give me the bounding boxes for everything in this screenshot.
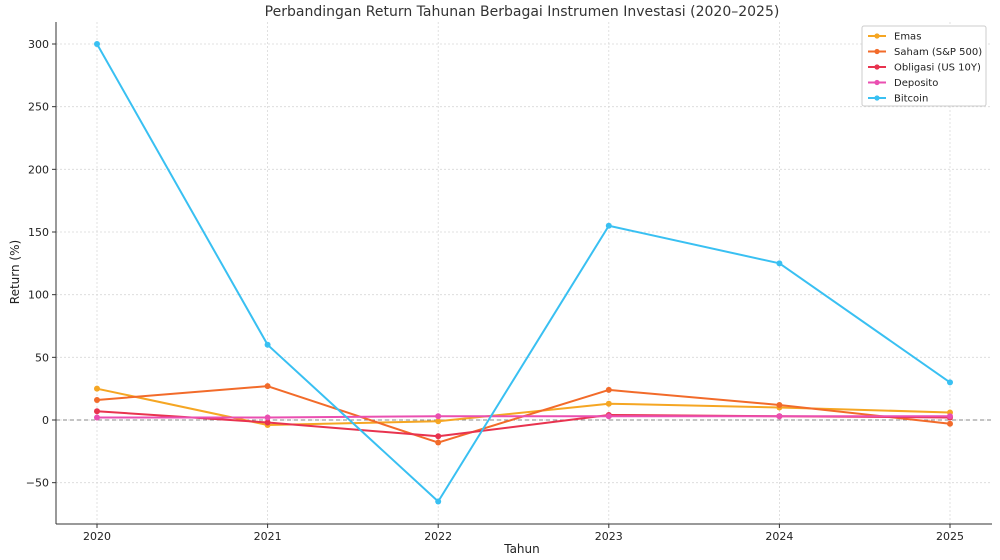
- data-point-saham-s-p-500: [94, 396, 100, 403]
- data-point-bitcoin: [435, 498, 442, 505]
- legend-label-deposito: Deposito: [894, 78, 938, 89]
- series-deposito: [94, 413, 953, 421]
- y-tick-label: 150: [28, 226, 49, 239]
- legend-marker-emas: [874, 33, 880, 39]
- x-tick-label: 2024: [765, 530, 793, 543]
- y-tick-label: 100: [28, 289, 49, 302]
- legend-marker-bitcoin: [874, 95, 880, 101]
- data-point-bitcoin: [947, 379, 953, 386]
- y-tick-label: 50: [35, 351, 49, 364]
- data-point-bitcoin: [776, 260, 783, 267]
- labels-layer: Perbandingan Return Tahunan Berbagai Ins…: [8, 4, 779, 556]
- data-point-deposito: [776, 413, 783, 420]
- x-tick-label: 2021: [254, 530, 282, 543]
- data-point-obligasi-us-10y: [435, 433, 442, 440]
- data-point-saham-s-p-500: [605, 386, 612, 393]
- legend-marker-deposito: [874, 79, 880, 86]
- axes: −50 0 50 100 150 200 250 300 2020 2021 2022 2023 202…: [26, 22, 992, 543]
- series-line-bitcoin: [96, 43, 951, 503]
- chart-title: Perbandingan Return Tahunan Berbagai Ins…: [265, 4, 780, 20]
- data-point-saham-s-p-500: [947, 420, 953, 427]
- series-line-saham-s-p-500: [96, 385, 951, 444]
- data-point-saham-s-p-500: [264, 383, 271, 390]
- data-point-deposito: [94, 414, 100, 421]
- y-tick-label: 0: [42, 414, 49, 427]
- series-line-deposito: [97, 415, 950, 419]
- data-point-saham-s-p-500: [776, 401, 783, 408]
- data-point-emas: [605, 400, 612, 407]
- x-axis-title: Tahun: [503, 542, 540, 556]
- y-axis-title: Return (%): [8, 240, 22, 304]
- data-point-saham-s-p-500: [435, 439, 442, 446]
- legend-marker-saham-s-p-500: [874, 48, 880, 55]
- x-tick-label: 2023: [595, 530, 623, 543]
- x-tick-label: 2020: [83, 530, 111, 543]
- series-layer: [94, 41, 953, 505]
- data-point-deposito: [435, 413, 442, 420]
- y-tick-label: −50: [26, 477, 49, 490]
- data-point-deposito: [264, 414, 271, 421]
- series-saham-s-p-500: [94, 383, 953, 446]
- data-point-bitcoin: [94, 41, 100, 47]
- data-point-obligasi-us-10y: [94, 408, 100, 415]
- legend-label-emas: Emas: [894, 32, 921, 43]
- data-point-bitcoin: [605, 222, 612, 229]
- y-tick-label: 300: [28, 38, 49, 51]
- legend-label-obligasi-us-10y: Obligasi (US 10Y): [894, 63, 981, 74]
- data-point-emas: [94, 385, 100, 392]
- legend-label-saham-s-p-500: Saham (S&P 500): [894, 47, 982, 58]
- legend-label-bitcoin: Bitcoin: [894, 94, 928, 105]
- data-point-emas: [435, 418, 442, 425]
- x-tick-label: 2025: [936, 530, 964, 543]
- series-bitcoin: [94, 41, 953, 505]
- grid: [56, 22, 992, 524]
- data-point-obligasi-us-10y: [264, 419, 271, 426]
- series-emas: [94, 385, 953, 429]
- y-tick-label: 200: [28, 163, 49, 176]
- legend: Emas Saham (S&P 500) Obligasi (US 10Y) Depo…: [861, 25, 987, 107]
- legend-marker-obligasi-us-10y: [874, 64, 880, 70]
- legend-box: [861, 25, 987, 107]
- y-tick-label: 250: [28, 101, 49, 114]
- data-point-deposito: [947, 413, 953, 420]
- x-tick-label: 2022: [424, 530, 452, 543]
- data-point-deposito: [605, 413, 612, 420]
- data-point-bitcoin: [264, 341, 271, 348]
